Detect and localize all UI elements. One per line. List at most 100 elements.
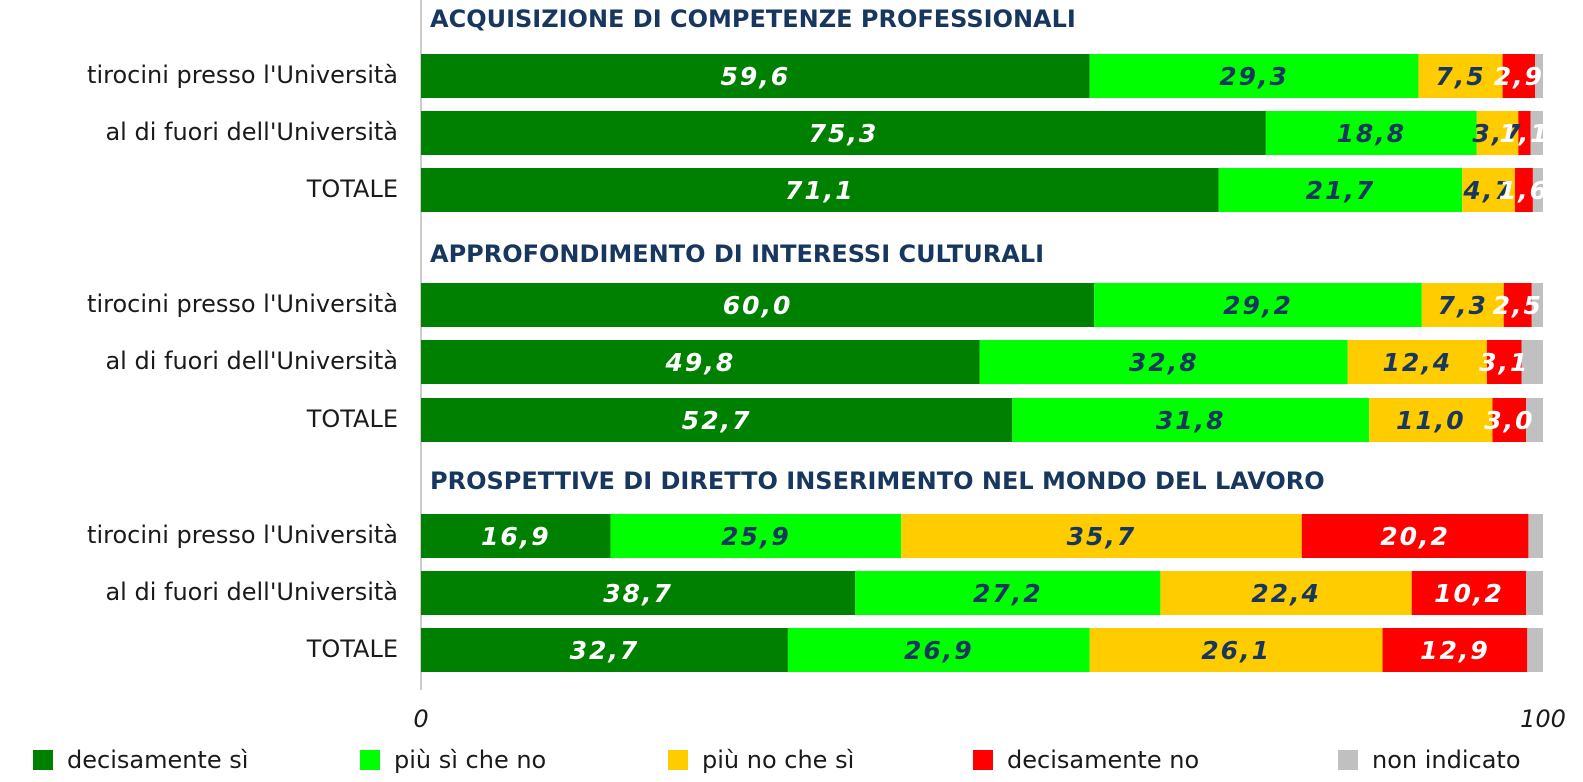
- bar-segment: [1492, 398, 1527, 442]
- value-label: 2,9: [1494, 62, 1544, 91]
- category-label: tirocini presso l'Università: [87, 61, 398, 89]
- x-tick-label: 100: [1520, 705, 1566, 733]
- bar-segment: [1301, 514, 1529, 558]
- value-label: 31,8: [1156, 406, 1226, 435]
- bar-segment: [1503, 283, 1532, 327]
- bar-segment: [421, 283, 1095, 327]
- bar-segment: [1382, 628, 1528, 672]
- bar-segment: [1521, 340, 1543, 384]
- value-label: 7,5: [1435, 62, 1485, 91]
- bar-segment: [1462, 168, 1515, 212]
- category-label: TOTALE: [306, 405, 398, 433]
- value-label: 38,7: [603, 579, 673, 608]
- value-label: 26,1: [1201, 636, 1271, 665]
- category-label: TOTALE: [306, 635, 398, 663]
- value-label: 25,9: [721, 522, 791, 551]
- bar-segment: [1486, 340, 1522, 384]
- value-label: 7,3: [1438, 291, 1488, 320]
- bar-segment: [421, 340, 980, 384]
- category-label: tirocini presso l'Università: [87, 290, 398, 318]
- bar-segment: [1347, 340, 1487, 384]
- section-title: PROSPETTIVE DI DIRETTO INSERIMENTO NEL M…: [430, 467, 1325, 495]
- bar-segment: [787, 628, 1090, 672]
- value-label: 75,3: [809, 119, 879, 148]
- value-label: 1,6: [1499, 176, 1549, 205]
- section-title: ACQUISIZIONE DI COMPETENZE PROFESSIONALI: [430, 5, 1076, 33]
- bar-segment: [1089, 54, 1419, 98]
- bar-segment: [421, 398, 1013, 442]
- value-label: 3,1: [1479, 348, 1529, 377]
- value-label: 11,0: [1396, 406, 1466, 435]
- bar-segment: [421, 571, 856, 615]
- value-label: 3,7: [1472, 119, 1522, 148]
- category-label: tirocini presso l'Università: [87, 521, 398, 549]
- legend-label: non indicato: [1372, 746, 1521, 774]
- value-label: 21,7: [1306, 176, 1376, 205]
- bar-segment: [421, 514, 611, 558]
- value-label: 32,7: [570, 636, 640, 665]
- value-label: 59,6: [721, 62, 791, 91]
- value-label: 52,7: [682, 406, 752, 435]
- bar-segment: [421, 628, 788, 672]
- section-title: APPROFONDIMENTO DI INTERESSI CULTURALI: [430, 240, 1044, 268]
- bar-segment: [1012, 398, 1370, 442]
- bar-segment: [1418, 54, 1503, 98]
- bar-segment: [1532, 168, 1543, 212]
- value-label: 60,0: [723, 291, 793, 320]
- x-tick-label: 0: [413, 705, 428, 733]
- category-label: al di fuori dell'Università: [105, 578, 398, 606]
- value-label: 12,9: [1420, 636, 1490, 665]
- bar-segment: [1476, 111, 1519, 155]
- value-label: 10,2: [1434, 579, 1504, 608]
- value-label: 4,7: [1462, 176, 1513, 205]
- bar-segment: [1530, 111, 1543, 155]
- bar-segment: [1514, 168, 1533, 212]
- value-label: 1,1: [1499, 119, 1549, 148]
- value-label: 35,7: [1067, 522, 1137, 551]
- value-label: 2,5: [1493, 291, 1543, 320]
- legend-swatch: [973, 750, 993, 770]
- value-label: 49,8: [665, 348, 736, 377]
- legend-swatch: [668, 750, 688, 770]
- bar-segment: [1265, 111, 1477, 155]
- bar-segment: [1502, 54, 1536, 98]
- bar-segment: [610, 514, 902, 558]
- bar-segment: [855, 571, 1161, 615]
- bar-segment: [1526, 398, 1543, 442]
- value-label: 71,1: [785, 176, 855, 205]
- bar-segment: [421, 54, 1090, 98]
- bar-segment: [979, 340, 1348, 384]
- value-label: 18,8: [1336, 119, 1406, 148]
- value-label: 16,9: [481, 522, 551, 551]
- bar-segment: [1518, 111, 1531, 155]
- bar-segment: [1531, 283, 1543, 327]
- value-label: 26,9: [904, 636, 974, 665]
- value-label: 29,3: [1219, 62, 1289, 91]
- bar-segment: [421, 111, 1266, 155]
- value-label: 12,4: [1382, 348, 1452, 377]
- legend-swatch: [33, 750, 53, 770]
- value-label: 20,2: [1380, 522, 1450, 551]
- bar-segment: [1527, 628, 1543, 672]
- legend-label: decisamente no: [1007, 746, 1199, 774]
- bar-segment: [1421, 283, 1504, 327]
- value-label: 32,8: [1129, 348, 1199, 377]
- bar-segment: [1526, 571, 1543, 615]
- legend-label: più sì che no: [394, 746, 546, 774]
- bar-segment: [1218, 168, 1463, 212]
- bar-segment: [1089, 628, 1383, 672]
- bar-segment: [1369, 398, 1493, 442]
- value-label: 27,2: [973, 579, 1043, 608]
- bar-segment: [1094, 283, 1422, 327]
- value-label: 3,0: [1484, 406, 1534, 435]
- value-label: 22,4: [1251, 579, 1321, 608]
- legend-label: decisamente sì: [67, 746, 248, 774]
- bar-segment: [1411, 571, 1527, 615]
- category-label: TOTALE: [306, 175, 398, 203]
- bar-segment: [901, 514, 1302, 558]
- legend-label: più no che sì: [702, 746, 854, 774]
- bar-segment: [421, 168, 1219, 212]
- category-label: al di fuori dell'Università: [105, 347, 398, 375]
- bar-segment: [1528, 514, 1543, 558]
